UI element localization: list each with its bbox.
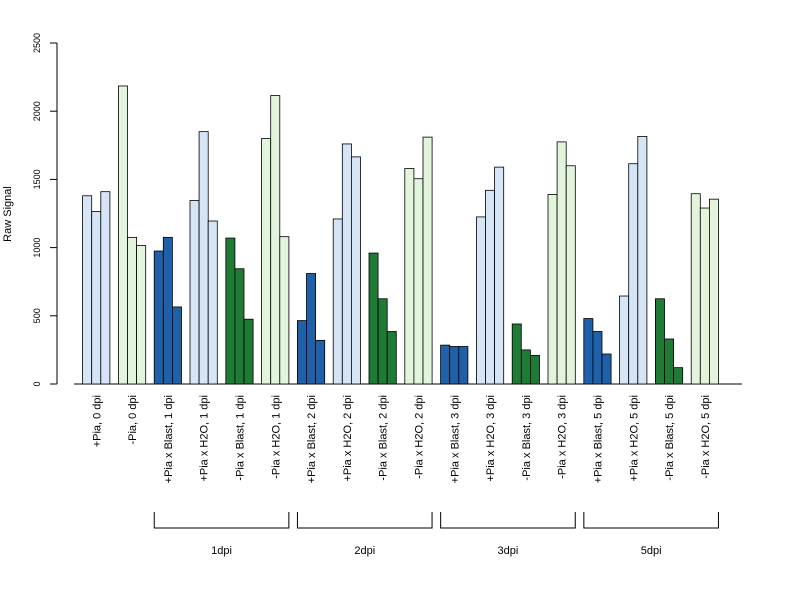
bar [547, 193, 558, 385]
bar [511, 323, 522, 385]
category-label: +Pia x H2O, 2 dpi [342, 395, 354, 482]
category-label: -Pia x H2O, 1 dpi [270, 395, 282, 479]
bar [261, 138, 272, 385]
bar [118, 85, 128, 385]
bar [619, 295, 630, 385]
category-label: +Pia x H2O, 5 dpi [628, 395, 640, 482]
bar [386, 331, 397, 385]
category-label: -Pia x Blast, 1 dpi [234, 395, 246, 481]
bar [485, 189, 496, 385]
bar [315, 339, 326, 385]
y-tick-label: 0 [32, 381, 42, 386]
category-label: -Pia x Blast, 2 dpi [378, 395, 390, 481]
bar [664, 338, 675, 385]
bar [296, 320, 307, 385]
group-bracket [583, 512, 719, 529]
bar [440, 344, 451, 385]
bar [583, 318, 594, 385]
category-label: +Pia x Blast, 5 dpi [592, 395, 604, 483]
bar [332, 218, 343, 385]
bar [601, 353, 612, 385]
bar [82, 195, 93, 385]
bar [690, 193, 701, 385]
group-bracket [296, 512, 433, 529]
bar [306, 273, 317, 385]
bar [475, 216, 486, 385]
bar [350, 156, 361, 385]
bar [422, 136, 433, 385]
group-brackets: 1dpi 2dpi 3dpi 5dpi [153, 512, 719, 557]
bar [368, 252, 379, 385]
group-label: 2dpi [354, 545, 375, 557]
bar [404, 168, 415, 385]
category-label: +Pia x Blast, 2 dpi [306, 395, 318, 483]
bar [413, 178, 424, 385]
y-tick-label: 500 [32, 308, 42, 323]
bar [628, 163, 639, 385]
category-label: -Pia, 0 dpi [127, 395, 139, 445]
bar [189, 200, 200, 385]
bar [225, 237, 236, 385]
bars [82, 85, 719, 385]
category-labels: +Pia, 0 dpi -Pia, 0 dpi +Pia x Blast, 1 dp… [91, 395, 712, 483]
category-label: +Pia x Blast, 3 dpi [449, 395, 461, 483]
bar [449, 346, 460, 385]
category-label: -Pia x H2O, 3 dpi [557, 395, 569, 479]
group-bracket [440, 512, 576, 529]
bar [655, 298, 665, 385]
category-label: +Pia x H2O, 3 dpi [485, 395, 497, 482]
bar [556, 141, 567, 385]
bar [207, 220, 218, 385]
bar [494, 166, 505, 385]
y-tick-label: 2000 [32, 101, 42, 121]
category-label: +Pia, 0 dpi [91, 395, 103, 447]
bar [458, 346, 469, 385]
bar [162, 236, 173, 385]
y-tick-label: 1000 [32, 238, 42, 258]
bar [234, 268, 245, 385]
category-label: +Pia x Blast, 1 dpi [163, 395, 175, 483]
category-label: -Pia x Blast, 3 dpi [521, 395, 533, 481]
group-bracket [153, 512, 290, 529]
bar [530, 354, 540, 385]
y-tick-label: 1500 [32, 169, 42, 189]
bar [520, 349, 531, 385]
group-label: 5dpi [641, 545, 662, 557]
group-label: 3dpi [498, 545, 519, 557]
bar [637, 136, 648, 385]
bar [171, 306, 182, 385]
category-label: -Pia x Blast, 5 dpi [664, 395, 676, 481]
y-axis: 0 500 1000 1500 2000 2500 [32, 33, 58, 387]
bar [91, 211, 102, 385]
bar [565, 165, 576, 385]
group-label: 1dpi [211, 545, 232, 557]
y-tick-label: 2500 [32, 33, 42, 53]
bar [198, 131, 209, 385]
bar [377, 298, 388, 385]
bar [136, 245, 147, 385]
bar [341, 143, 352, 385]
bar [592, 331, 603, 385]
category-label: -Pia x H2O, 5 dpi [700, 395, 712, 479]
bar [279, 236, 290, 385]
category-label: -Pia x H2O, 2 dpi [413, 395, 425, 479]
bar [153, 250, 164, 385]
y-axis-title: Raw Signal [2, 186, 14, 242]
bar [100, 191, 111, 385]
bar [127, 236, 138, 385]
bar [673, 367, 684, 385]
bar [699, 207, 710, 385]
category-label: +Pia x H2O, 1 dpi [199, 395, 211, 482]
bar [270, 95, 281, 385]
bar [709, 198, 719, 385]
bar [243, 318, 254, 385]
